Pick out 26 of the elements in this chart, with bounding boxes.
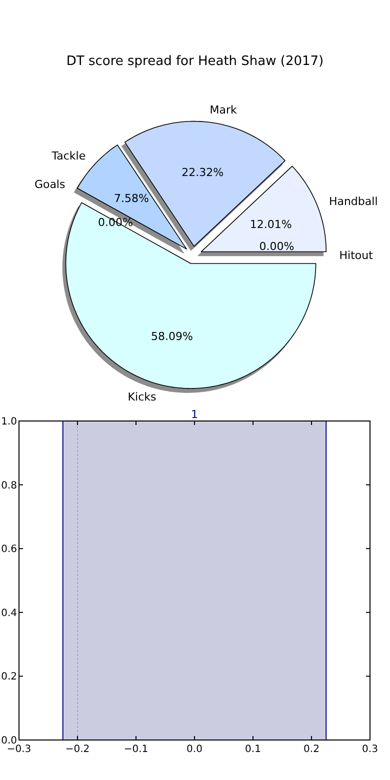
- data-label: 12.01%: [250, 218, 292, 232]
- data-label: 7.58%: [114, 192, 149, 206]
- data-label: 1: [191, 408, 198, 421]
- y-tick-label: 0.8: [1, 480, 17, 492]
- text: 0.00%: [259, 240, 294, 253]
- y-tick-label: 0.4: [1, 608, 17, 619]
- y-tick-label: 0.2: [1, 672, 17, 683]
- category-label: Hitout: [339, 249, 373, 262]
- slice-label: Kicks: [128, 390, 156, 404]
- slice-label: Mark: [210, 104, 238, 117]
- x-tick-label: 0.2: [304, 744, 320, 755]
- x-tick-label: 0.1: [245, 744, 261, 755]
- x-tick-label: −0.2: [65, 744, 90, 755]
- chart-title: DT score spread for Heath Shaw (2017): [66, 54, 324, 69]
- y-tick-label: 0.6: [1, 544, 17, 556]
- slice-label: Handball: [328, 195, 378, 208]
- x-tick-label: 0.3: [362, 744, 378, 755]
- x-tick-label: −0.3: [6, 744, 32, 755]
- y-tick-label: 1.0: [1, 416, 17, 428]
- data-label: 58.09%: [150, 330, 193, 344]
- x-tick-label: −0.1: [124, 744, 148, 755]
- data-label: 22.32%: [182, 166, 224, 179]
- category-label: Goals: [34, 178, 66, 191]
- y-tick-label: 0.0: [1, 736, 17, 746]
- x-tick-label: 0.0: [186, 744, 202, 755]
- slice-label: Tackle: [50, 150, 86, 163]
